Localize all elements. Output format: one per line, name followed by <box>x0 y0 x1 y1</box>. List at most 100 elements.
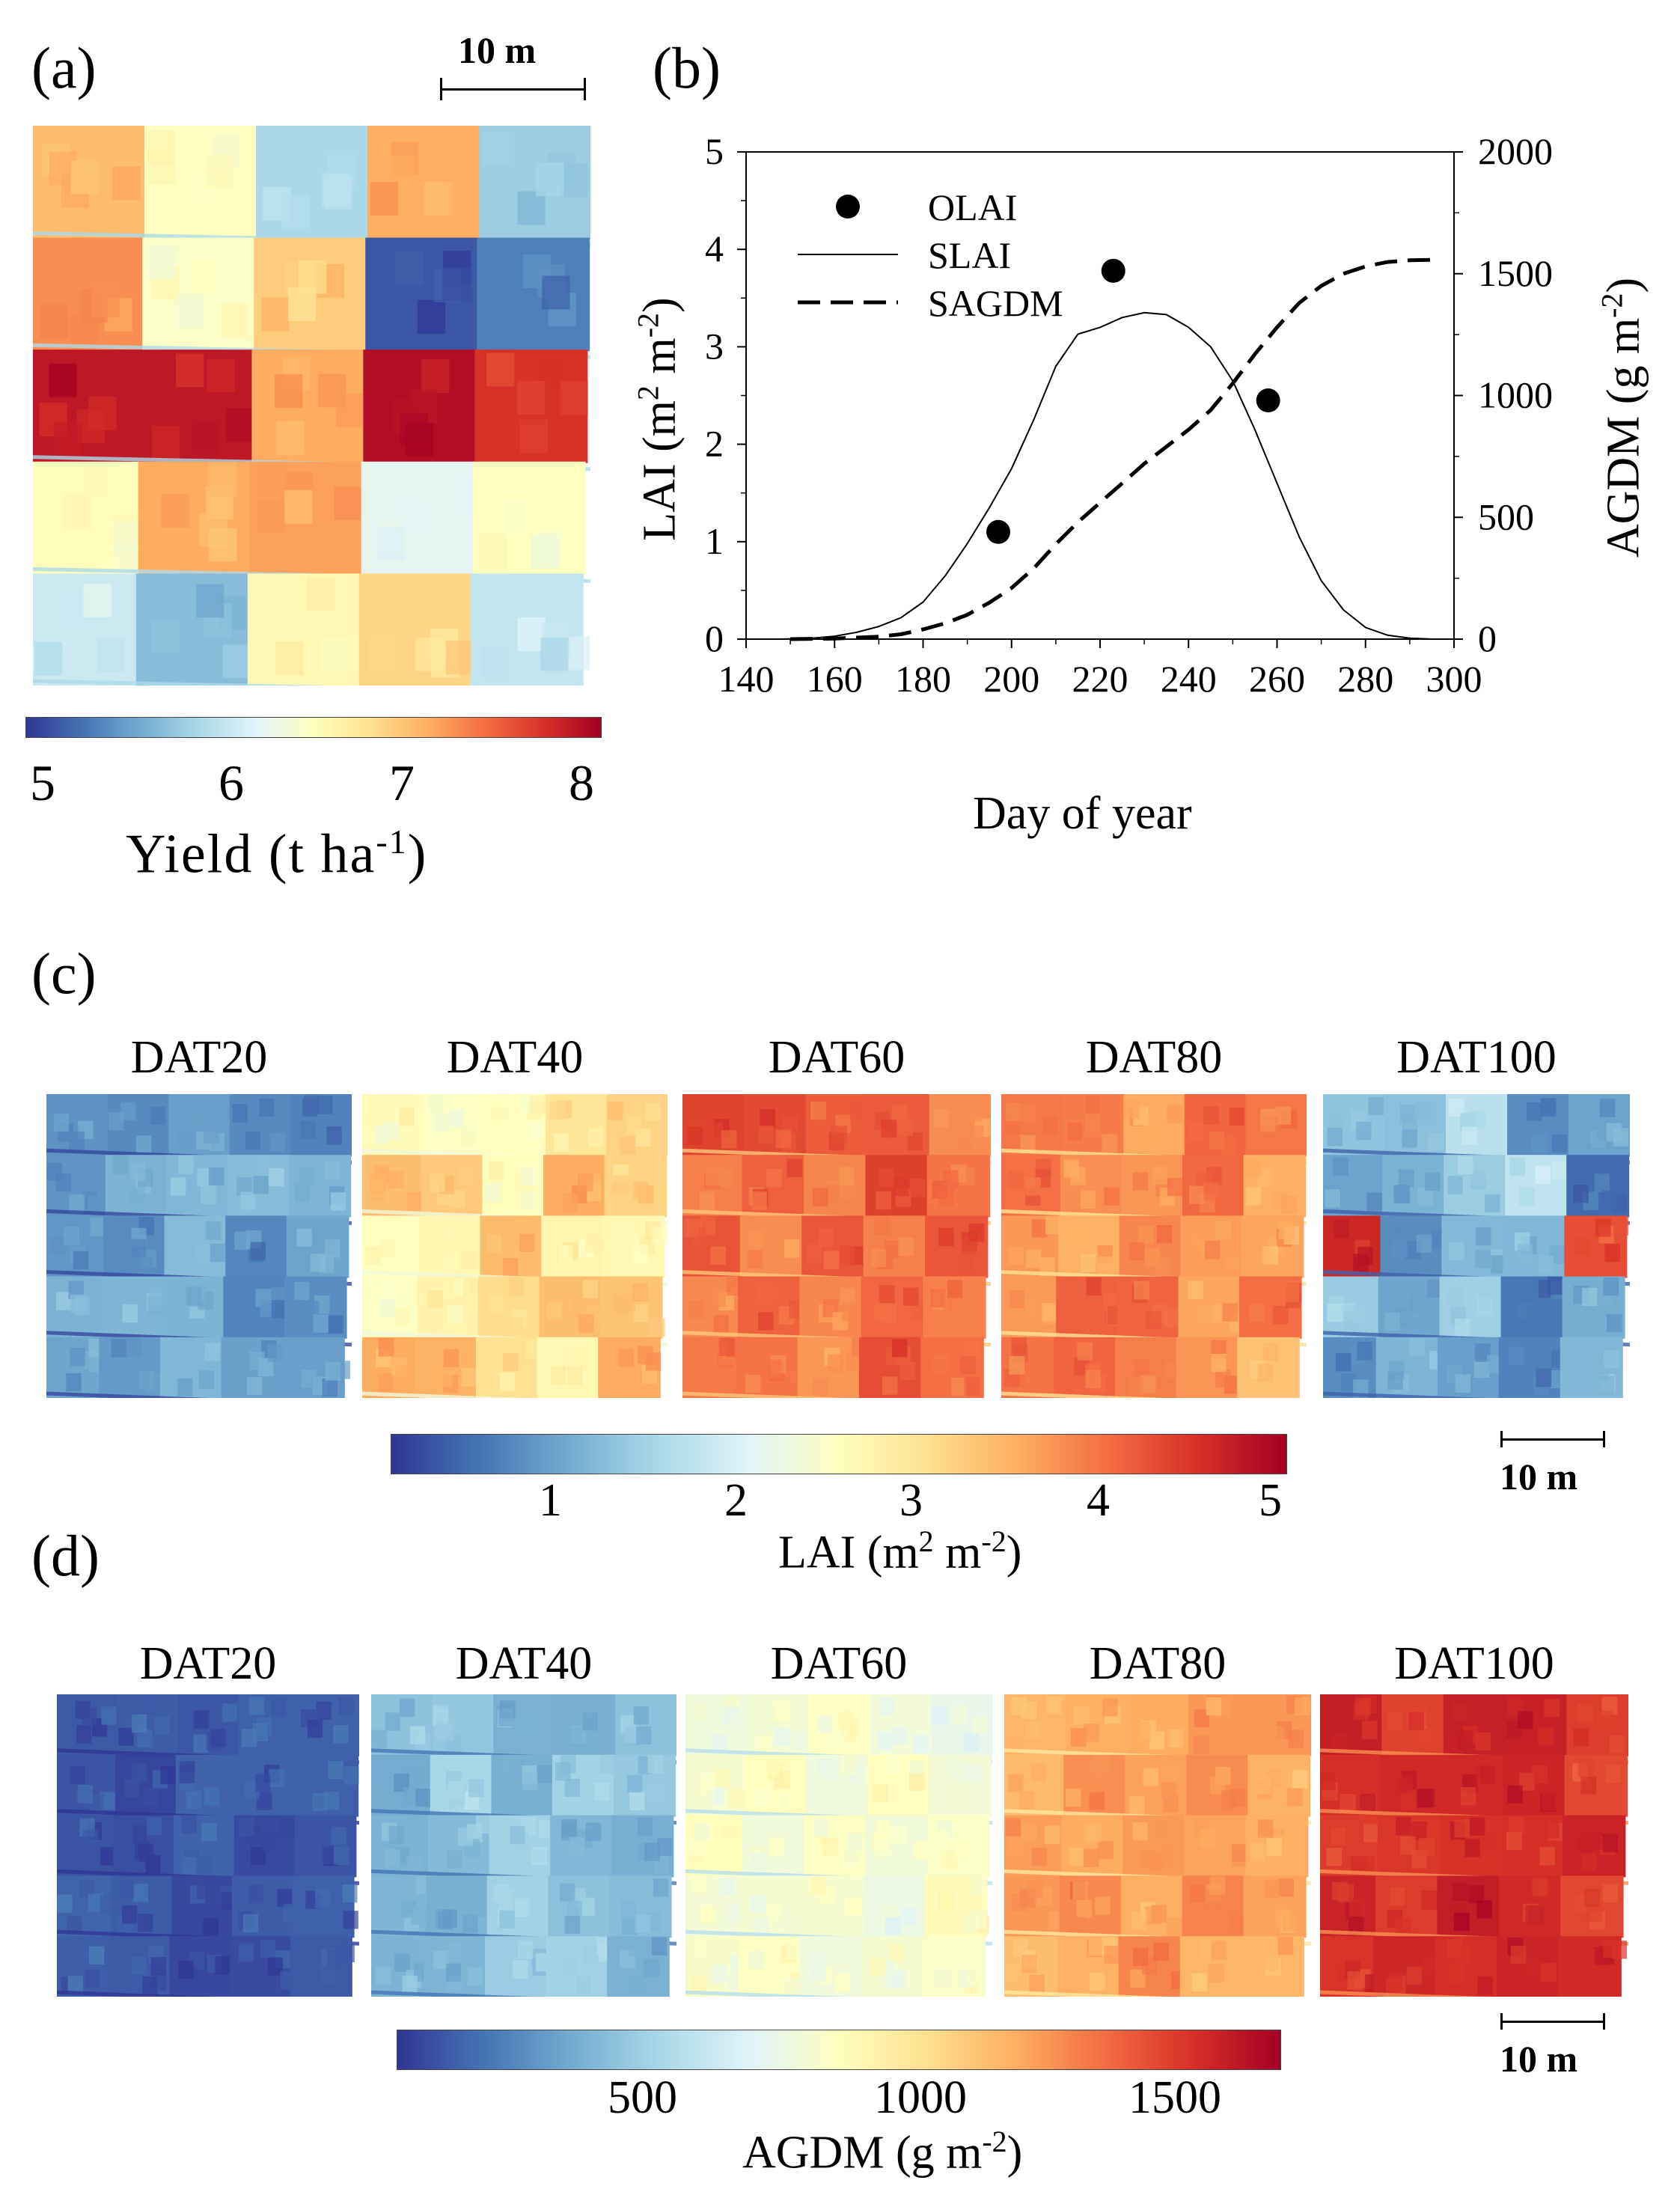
map-noise-patch <box>897 1117 914 1136</box>
map-noise-patch <box>1544 1699 1560 1718</box>
map-noise-patch <box>193 1734 209 1753</box>
agdm-map-title: DAT40 <box>455 1638 593 1689</box>
map-noise-patch <box>1008 1246 1024 1266</box>
map-noise-patch <box>578 1173 593 1191</box>
map-noise-patch <box>362 1129 379 1147</box>
map-noise-patch <box>817 1715 833 1733</box>
map-noise-patch <box>34 641 63 676</box>
map-noise-patch <box>599 1755 616 1774</box>
panel-d-scale-bar-end-left <box>1500 2013 1503 2030</box>
map-noise-patch <box>718 1337 735 1357</box>
map-noise-patch <box>150 1106 165 1125</box>
map-noise-patch <box>1548 1276 1563 1295</box>
map-noise-patch <box>1596 1711 1613 1730</box>
map-noise-patch <box>932 1828 949 1847</box>
y-left-tick-label: 0 <box>705 617 724 659</box>
map-noise-patch <box>540 637 569 671</box>
map-noise-patch <box>1525 1905 1541 1924</box>
x-tick-label: 200 <box>983 658 1039 700</box>
map-noise-patch <box>1449 1098 1464 1117</box>
map-noise-patch <box>1577 1703 1593 1722</box>
map-noise-patch <box>1162 1764 1179 1783</box>
map-noise-patch <box>364 1246 381 1265</box>
map-noise-patch <box>1131 1911 1147 1930</box>
map-noise-patch <box>809 1950 825 1969</box>
map-noise-patch <box>1447 1965 1464 1983</box>
map-noise-patch <box>126 1338 142 1358</box>
map-noise-patch <box>427 477 456 510</box>
map-noise-patch <box>1008 1774 1024 1793</box>
map-noise-patch <box>150 1288 166 1307</box>
map-noise-patch <box>489 1161 504 1180</box>
map-noise-patch <box>222 1703 238 1722</box>
map-noise-patch <box>488 1295 504 1313</box>
lai-colorbar-tick: 5 <box>1259 1475 1282 1526</box>
map-noise-patch <box>1085 1096 1102 1114</box>
map-noise-patch <box>637 1818 653 1837</box>
map-noise-patch <box>632 1244 648 1263</box>
map-noise-patch <box>1283 1283 1300 1302</box>
map-noise-patch <box>1385 1977 1402 1996</box>
map-noise-patch <box>1540 1098 1557 1117</box>
map-noise-patch <box>1598 1376 1615 1394</box>
map-noise-patch <box>1143 1768 1159 1786</box>
map-noise-patch <box>1602 1884 1619 1902</box>
map-noise-patch <box>417 299 446 334</box>
y-axis-right-title: AGDM (g m-2) <box>1595 277 1649 558</box>
map-noise-patch <box>1453 1882 1468 1901</box>
map-noise-patch <box>67 1976 84 1994</box>
map-noise-patch <box>492 1104 507 1123</box>
map-noise-patch <box>1506 1832 1522 1851</box>
map-noise-patch <box>428 1094 445 1114</box>
map-noise-patch <box>449 1190 465 1209</box>
map-noise-patch <box>100 1847 116 1866</box>
map-noise-patch <box>1156 1225 1173 1244</box>
map-noise-patch <box>629 1792 645 1810</box>
map-noise-patch <box>1007 1837 1024 1855</box>
map-noise-patch <box>1331 1827 1347 1846</box>
map-noise-patch <box>343 1766 359 1785</box>
map-noise-patch <box>40 304 68 338</box>
map-noise-patch <box>750 1895 766 1914</box>
map-noise-patch <box>644 1102 661 1121</box>
map-noise-patch <box>277 1888 293 1908</box>
map-noise-patch <box>657 1837 673 1856</box>
map-noise-patch <box>1194 1735 1209 1754</box>
map-noise-patch <box>1046 1696 1063 1715</box>
map-noise-patch <box>644 1843 660 1861</box>
panel-b-label: (b) <box>653 35 721 100</box>
map-noise-patch <box>324 1161 340 1179</box>
map-noise-patch <box>951 1378 967 1396</box>
x-axis-title: Day of year <box>973 788 1192 839</box>
map-noise-patch <box>562 1956 578 1976</box>
map-noise-patch <box>374 1125 390 1144</box>
map-noise-patch <box>1257 1819 1274 1838</box>
map-noise-patch <box>248 1884 263 1904</box>
y-axis-left-title: LAI (m2 m-2) <box>631 297 685 541</box>
map-noise-patch <box>433 1113 448 1132</box>
map-noise-patch <box>1128 1242 1145 1260</box>
map-noise-patch <box>88 396 117 430</box>
map-noise-patch <box>1581 1287 1598 1307</box>
map-noise-patch <box>1211 1353 1227 1373</box>
map-noise-patch <box>766 1359 782 1379</box>
map-noise-patch <box>1479 1766 1496 1785</box>
map-noise-patch <box>1392 1239 1408 1257</box>
map-noise-patch <box>694 1822 711 1840</box>
map-noise-patch <box>763 1756 779 1775</box>
map-noise-patch <box>129 1187 145 1206</box>
map-noise-patch <box>325 1239 340 1258</box>
map-noise-patch <box>786 1158 802 1177</box>
map-noise-patch <box>967 1967 983 1985</box>
lai-map-dat60 <box>682 1094 991 1398</box>
map-noise-patch <box>46 1162 63 1181</box>
map-noise-patch <box>141 1696 157 1715</box>
map-noise-patch <box>1009 1290 1025 1309</box>
map-noise-patch <box>699 1191 715 1210</box>
map-noise-patch <box>445 1943 461 1962</box>
map-noise-patch <box>256 1156 272 1174</box>
map-noise-patch <box>620 1900 636 1919</box>
map-noise-patch <box>331 1827 347 1846</box>
map-noise-patch <box>813 1378 828 1397</box>
map-noise-patch <box>1030 1763 1047 1782</box>
